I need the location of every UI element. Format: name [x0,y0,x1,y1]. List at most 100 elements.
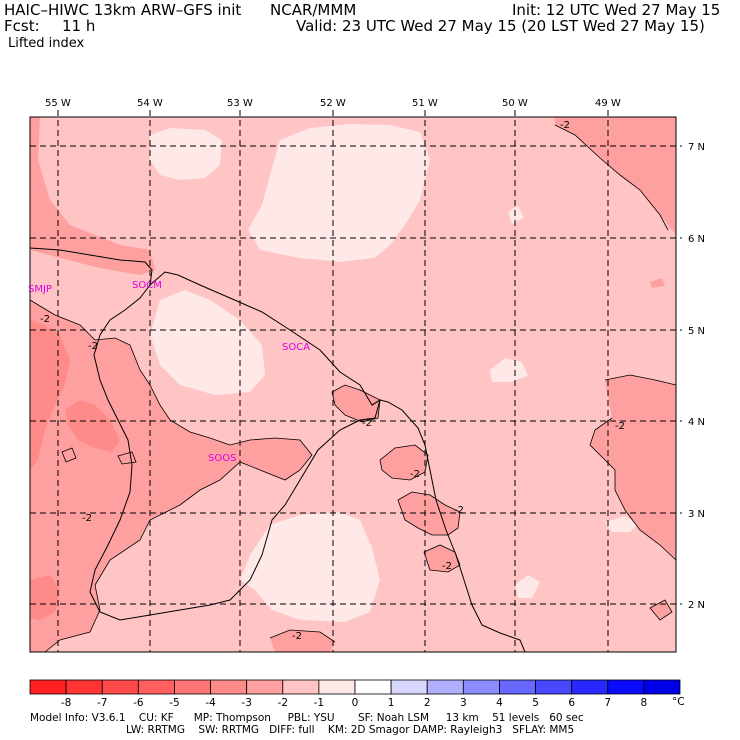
field-region [30,300,312,652]
contour-labels: -2 -2 -2 -2 -2 -2 -2 -2 -2 -2 [40,120,625,642]
lat-label: 2 N [688,600,705,611]
colorbar-tick-label: -2 [278,697,288,709]
forecast-hour: 11 h [62,17,96,35]
contour-lines [29,124,677,653]
longitude-labels: 55 W 54 W 53 W 52 W 51 W 50 W 49 W [45,98,621,109]
colorbar-tick-label: 6 [568,697,575,709]
colorbar-swatch [390,679,428,695]
organization-label: NCAR/MMM [270,1,357,19]
contour-label: -2 [410,469,420,480]
colorbar-swatch [210,679,248,695]
field-region [30,117,155,275]
field-region [650,600,672,620]
model-info-line-1: Model Info: V3.6.1 CU: KF MP: Thompson P… [30,712,584,724]
contour-label: -2 [82,513,92,524]
colorbar-swatch [246,679,284,695]
colorbar-swatch [571,679,609,695]
field-region [270,630,335,652]
model-title: HAIC–HIWC 13km ARW–GFS init [4,1,242,19]
colorbar: -8 -7 -6 -5 -4 -3 -2 -1 0 1 2 3 4 5 6 7 8 [29,679,681,709]
lon-label: 51 W [412,98,438,109]
field-region [515,575,540,598]
colorbar-tick-label: -1 [314,697,324,709]
lon-label: 52 W [320,98,346,109]
colorbar-swatch [101,679,139,695]
model-info-line-2: LW: RRTMG SW: RRTMG DIFF: full KM: 2D Sm… [126,724,575,736]
field-region [30,575,60,620]
contour-label: -2 [454,505,464,516]
colorbar-swatch [282,679,320,695]
colorbar-unit: °C [672,696,685,708]
field-region [130,485,162,502]
colorbar-swatch [65,679,103,695]
field-region [380,445,428,480]
colorbar-swatch [174,679,211,695]
contour-label: -2 [292,631,302,642]
field-region [65,400,120,452]
field-region [424,545,460,572]
field-region [508,206,524,224]
lon-label: 50 W [502,98,528,109]
field-region [150,128,222,180]
field-region [605,516,638,532]
station-soca: SOCA [282,342,310,353]
contour-label: -2 [362,418,372,429]
colorbar-tick-label: 1 [388,697,395,709]
colorbar-swatch [426,679,464,695]
plot-frame [29,116,677,653]
colorbar-swatch [354,679,392,695]
lon-label: 53 W [227,98,253,109]
colorbar-swatch [462,679,500,695]
colorbar-tick-label: 7 [604,697,611,709]
lat-label: 5 N [688,326,705,337]
colorbar-tick-label: -8 [61,697,71,709]
field-region [490,358,528,382]
colorbar-tick-label: -5 [169,697,179,709]
colorbar-swatch [535,679,573,695]
lat-label: 7 N [688,142,705,153]
station-labels: SMJP SOCM SOCA SOOS [28,280,310,464]
colorbar-swatch [643,679,681,695]
colorbar-tick-label: 5 [532,697,539,709]
colorbar-tick-label: 3 [460,697,467,709]
station-soos: SOOS [208,453,236,464]
field-region [248,124,430,262]
colorbar-swatch [318,679,356,695]
lon-label: 54 W [137,98,163,109]
lon-label: 55 W [45,98,71,109]
graticule [30,110,682,652]
contour-label: -2 [88,341,98,352]
field-region [650,278,665,288]
colorbar-tick-label: -6 [133,697,144,709]
station-smjp: SMJP [28,284,52,295]
init-time: Init: 12 UTC Wed 27 May 15 [512,1,721,19]
field-region [240,512,380,622]
colorbar-swatch [137,679,175,695]
colorbar-tick-label: 0 [352,697,359,709]
contour-label: -2 [442,561,452,572]
valid-time: Valid: 23 UTC Wed 27 May 15 (20 LST Wed … [296,17,705,35]
lat-label: 6 N [688,234,705,245]
colorbar-tick-label: 8 [641,697,648,709]
lat-label: 3 N [688,509,705,520]
field-name: Lifted index [8,36,85,51]
field-region [30,320,70,470]
latitude-labels: 7 N 6 N 5 N 4 N 3 N 2 N [688,142,705,611]
lat-label: 4 N [688,417,705,428]
colorbar-tick-label: 2 [424,697,431,709]
colorbar-tick-label: -7 [97,697,107,709]
lon-label: 49 W [595,98,621,109]
colorbar-swatch [499,679,536,695]
contour-label: -2 [615,421,625,432]
colorbar-tick-label: -4 [205,697,216,709]
colorbar-tick-label: 4 [496,697,503,709]
colorbar-swatch [607,679,645,695]
contour-label: -2 [560,120,570,131]
station-socm: SOCM [132,280,162,291]
contour-label: -2 [40,314,50,325]
colorbar-swatch [29,679,67,695]
forecast-label: Fcst: [4,17,40,35]
field-region [150,290,265,395]
colorbar-tick-label: -3 [241,697,251,709]
